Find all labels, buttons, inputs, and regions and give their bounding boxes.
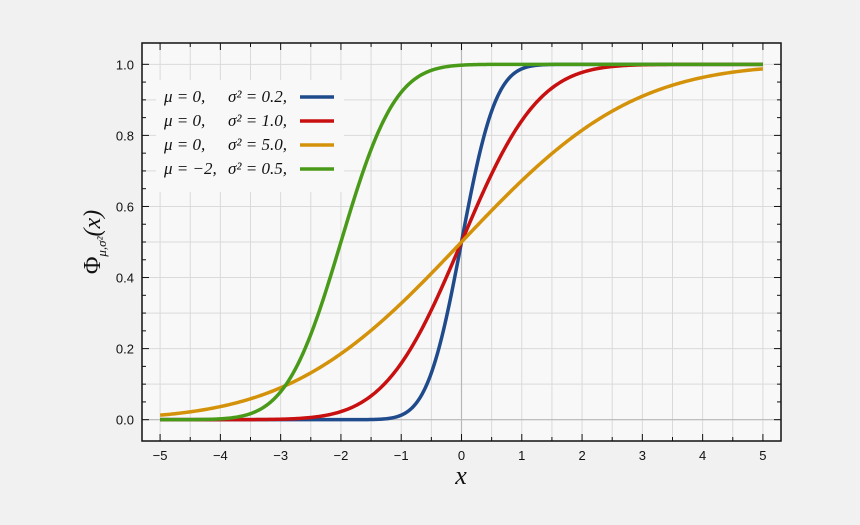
x-tick-label: 5 (759, 448, 766, 463)
ticks (142, 43, 781, 441)
y-axis-subscript: μ,σ² (94, 235, 109, 257)
legend-sigma-label: σ² = 5.0, (228, 135, 287, 154)
x-tick-label: −4 (213, 448, 228, 463)
y-tick-label: 0.4 (116, 271, 134, 286)
x-tick-label: −5 (153, 448, 168, 463)
y-tick-labels: 0.0 0.2 0.4 0.6 0.8 1.0 (116, 57, 134, 427)
x-tick-label: 3 (639, 448, 646, 463)
legend-sigma-label: σ² = 0.2, (228, 87, 287, 106)
series-line-2 (159, 67, 764, 417)
y-axis-label: Φμ,σ²(x) (80, 210, 109, 274)
x-tick-label: 4 (699, 448, 706, 463)
x-tick-label: −2 (334, 448, 349, 463)
y-axis-argument: (x) (80, 210, 106, 237)
legend-sigma-label: σ² = 1.0, (228, 111, 287, 130)
x-tick-label: 0 (458, 448, 465, 463)
x-tick-label: 2 (578, 448, 585, 463)
y-axis-symbol: Φ (80, 257, 106, 275)
x-tick-label: 1 (518, 448, 525, 463)
legend-sigma-label: σ² = 0.5, (228, 159, 287, 178)
y-tick-label: 0.8 (116, 128, 134, 143)
legend: μ = 0, σ² = 0.2, μ = 0, σ² = 1.0, μ = 0, σ² =… (156, 80, 344, 192)
series-line-3 (159, 62, 764, 422)
x-tick-labels: −5 −4 −3 −2 −1 0 1 2 3 4 5 (153, 448, 767, 463)
legend-mu-label: μ = −2, (163, 159, 217, 178)
x-tick-label: −3 (273, 448, 288, 463)
y-tick-label: 0.2 (116, 342, 134, 357)
legend-mu-label: μ = 0, (163, 135, 205, 154)
legend-mu-label: μ = 0, (163, 111, 205, 130)
y-tick-label: 1.0 (116, 57, 134, 72)
legend-mu-label: μ = 0, (163, 87, 205, 106)
svg-text:Φμ,σ²(x): Φμ,σ²(x) (80, 210, 109, 274)
y-tick-label: 0.6 (116, 199, 134, 214)
x-tick-label: −1 (394, 448, 409, 463)
y-tick-label: 0.0 (116, 413, 134, 428)
series-layer (159, 62, 764, 422)
x-axis-label: x (454, 461, 467, 490)
